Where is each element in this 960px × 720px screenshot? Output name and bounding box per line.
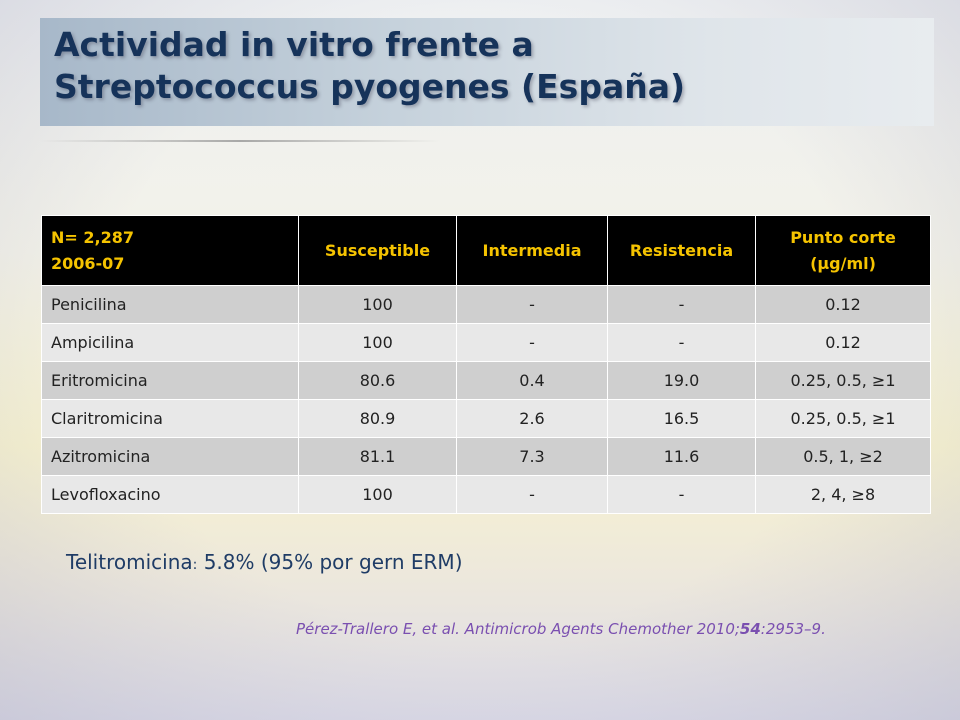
antibiotic-name: Levofloxacino (41, 475, 299, 514)
header-sample-size: N= 2,287 2006-07 (41, 215, 299, 286)
resistencia-value: 11.6 (607, 437, 756, 476)
resistencia-value: 19.0 (607, 361, 756, 400)
table-header-row: N= 2,287 2006-07 Susceptible Intermedia … (41, 215, 931, 286)
slide-title: Actividad in vitro frente a Streptococcu… (54, 24, 914, 108)
header-susceptible: Susceptible (298, 215, 457, 286)
table-row: Eritromicina 80.6 0.4 19.0 0.25, 0.5, ≥1 (41, 361, 931, 400)
citation: Pérez-Trallero E, et al. Antimicrob Agen… (296, 620, 826, 638)
title-line-2: Streptococcus pyogenes (España) (54, 67, 686, 106)
citation-volume: 54 (739, 620, 761, 638)
table-row: Claritromicina 80.9 2.6 16.5 0.25, 0.5, … (41, 399, 931, 438)
susceptibility-table: N= 2,287 2006-07 Susceptible Intermedia … (41, 215, 931, 514)
header-punto-corte: Punto corte (µg/ml) (755, 215, 931, 286)
resistencia-value: - (607, 285, 756, 324)
susceptible-value: 80.6 (298, 361, 457, 400)
antibiotic-name: Penicilina (41, 285, 299, 324)
title-band (40, 18, 934, 126)
citation-suffix: :2953–9. (760, 620, 826, 638)
antibiotic-name: Eritromicina (41, 361, 299, 400)
susceptible-value: 100 (298, 475, 457, 514)
table-row: Penicilina 100 - - 0.12 (41, 285, 931, 324)
header-resistencia: Resistencia (607, 215, 756, 286)
susceptible-value: 100 (298, 323, 457, 362)
breakpoint-value: 0.12 (755, 285, 931, 324)
antibiotic-name: Claritromicina (41, 399, 299, 438)
resistencia-value: 16.5 (607, 399, 756, 438)
title-line-1: Actividad in vitro frente a (54, 25, 534, 64)
intermedia-value: 7.3 (456, 437, 608, 476)
breakpoint-value: 0.5, 1, ≥2 (755, 437, 931, 476)
intermedia-value: - (456, 323, 608, 362)
table-row: Azitromicina 81.1 7.3 11.6 0.5, 1, ≥2 (41, 437, 931, 476)
breakpoint-value: 2, 4, ≥8 (755, 475, 931, 514)
intermedia-value: 0.4 (456, 361, 608, 400)
note-text: 5.8% (95% por gern ERM) (197, 550, 463, 574)
intermedia-value: - (456, 475, 608, 514)
table-row: Ampicilina 100 - - 0.12 (41, 323, 931, 362)
breakpoint-value: 0.12 (755, 323, 931, 362)
resistencia-value: - (607, 475, 756, 514)
citation-prefix: Pérez-Trallero E, et al. Antimicrob Agen… (296, 620, 740, 638)
table-row: Levofloxacino 100 - - 2, 4, ≥8 (41, 475, 931, 514)
breakpoint-value: 0.25, 0.5, ≥1 (755, 399, 931, 438)
title-underline (40, 140, 440, 142)
telitromicina-note: Telitromicina: 5.8% (95% por gern ERM) (66, 550, 463, 574)
resistencia-value: - (607, 323, 756, 362)
antibiotic-name: Azitromicina (41, 437, 299, 476)
intermedia-value: 2.6 (456, 399, 608, 438)
note-label: Telitromicina (66, 550, 193, 574)
susceptible-value: 81.1 (298, 437, 457, 476)
note-colon: : (192, 557, 198, 573)
intermedia-value: - (456, 285, 608, 324)
susceptible-value: 80.9 (298, 399, 457, 438)
header-intermedia: Intermedia (456, 215, 608, 286)
breakpoint-value: 0.25, 0.5, ≥1 (755, 361, 931, 400)
susceptible-value: 100 (298, 285, 457, 324)
antibiotic-name: Ampicilina (41, 323, 299, 362)
